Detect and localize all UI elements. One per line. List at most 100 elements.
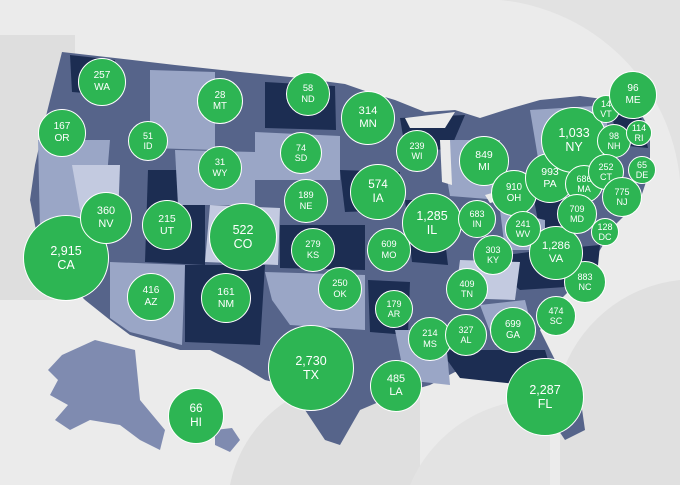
state-value: 179 [386,298,402,309]
state-value: 2,287 [529,382,561,397]
state-value: 474 [548,305,564,316]
state-bubble-nv[interactable]: 360 NV [80,192,132,244]
state-value: 167 [53,121,71,133]
state-bubble-wv[interactable]: 241 WV [505,211,541,247]
state-abbr: GA [506,330,520,341]
state-value: 250 [332,278,348,289]
state-abbr: VT [600,109,612,119]
state-bubble-sc[interactable]: 474 SC [536,296,576,336]
state-value: 114 [631,122,647,133]
state-abbr: TN [461,289,473,299]
state-abbr: OR [54,133,70,144]
state-bubble-me[interactable]: 96 ME [609,71,657,119]
state-bubble-in[interactable]: 683 IN [458,200,496,238]
state-value: 279 [305,239,321,250]
state-value: 485 [386,373,406,386]
state-abbr: VA [548,253,564,265]
state-bubble-sd[interactable]: 74 SD [280,132,322,174]
state-bubble-al[interactable]: 327 AL [445,314,487,356]
state-abbr: DC [598,232,612,242]
state-bubble-tn[interactable]: 409 TN [446,268,488,310]
state-value: 1,286 [541,239,571,252]
state-abbr: TX [303,368,319,382]
state-value: 683 [469,208,485,219]
state-bubble-ga[interactable]: 699 GA [490,307,536,353]
state-abbr: AZ [144,297,158,308]
state-value: 28 [214,89,226,101]
state-value: 409 [459,278,475,289]
state-abbr: NY [565,140,583,154]
state-value: 58 [302,83,314,94]
state-bubble-or[interactable]: 167 OR [38,109,86,157]
state-bubble-nd[interactable]: 58 ND [286,72,330,116]
state-bubble-mn[interactable]: 314 MN [341,91,395,145]
state-abbr: NJ [616,197,628,207]
state-bubble-hi[interactable]: 66 HI [168,388,224,444]
state-value: 775 [614,186,630,197]
state-value: 2,915 [50,243,82,258]
state-bubble-nm[interactable]: 161 NM [201,273,251,323]
state-abbr: MA [577,184,591,194]
state-abbr: WI [411,151,423,161]
state-bubble-ar[interactable]: 179 AR [375,290,413,328]
state-value: 214 [422,328,438,339]
state-abbr: CA [57,258,75,272]
state-value: 574 [368,178,388,192]
state-abbr: CO [233,237,253,251]
state-abbr: AL [460,335,472,345]
alaska-shape [48,340,165,450]
state-bubble-fl[interactable]: 2,287 FL [506,358,584,436]
state-abbr: KY [486,255,499,265]
state-value: 128 [597,221,613,232]
state-bubble-ri[interactable]: 114 RI [626,120,652,146]
state-abbr: ID [143,141,153,151]
state-value: 74 [295,142,306,153]
state-value: 1,033 [558,125,590,140]
state-value: 1,285 [416,208,448,223]
state-abbr: UT [160,225,174,237]
state-value: 327 [458,324,474,335]
state-bubble-ok[interactable]: 250 OK [318,267,362,311]
state-value: 686 [576,173,592,184]
state-abbr: WV [515,229,531,239]
state-abbr: AR [387,309,401,319]
state-bubble-wy[interactable]: 31 WY [198,146,242,190]
state-value: 416 [142,285,160,297]
state-bubble-nj[interactable]: 775 NJ [602,177,642,217]
state-bubble-wa[interactable]: 257 WA [78,58,126,106]
state-bubble-md[interactable]: 709 MD [557,194,597,234]
state-abbr: MN [359,118,377,130]
state-bubble-nh[interactable]: 98 NH [597,124,631,158]
state-abbr: CT [600,172,612,182]
state-abbr: IL [426,223,438,237]
state-abbr: FL [537,397,553,411]
state-bubble-co[interactable]: 522 CO [209,203,277,271]
state-value: 314 [358,104,378,117]
state-bubble-il[interactable]: 1,285 IL [402,193,462,253]
state-bubble-ky[interactable]: 303 KY [473,235,513,275]
state-abbr: KS [306,250,320,260]
state-bubble-la[interactable]: 485 LA [370,360,422,412]
state-bubble-de[interactable]: 65 DE [628,156,656,184]
state-abbr: MS [423,339,437,349]
state-abbr: OK [333,289,347,299]
state-bubble-ne[interactable]: 189 NE [284,179,328,223]
state-bubble-tx[interactable]: 2,730 TX [268,325,354,411]
state-abbr: MO [381,250,397,260]
state-value: 241 [515,218,531,229]
state-bubble-az[interactable]: 416 AZ [127,273,175,321]
state-bubble-ut[interactable]: 215 UT [142,200,192,250]
state-value: 252 [598,161,614,172]
state-bubble-id[interactable]: 51 ID [128,121,168,161]
state-bubble-ms[interactable]: 214 MS [408,317,452,361]
state-abbr: NE [299,201,313,211]
state-bubble-dc[interactable]: 128 DC [591,218,619,246]
state-bubble-ks[interactable]: 279 KS [291,228,335,272]
state-abbr: MD [570,214,584,224]
state-value: 239 [409,140,425,151]
state-bubble-wi[interactable]: 239 WI [396,130,438,172]
state-value: 303 [485,244,501,255]
state-abbr: RI [634,133,644,143]
state-bubble-ia[interactable]: 574 IA [350,164,406,220]
state-bubble-mt[interactable]: 28 MT [197,78,243,124]
